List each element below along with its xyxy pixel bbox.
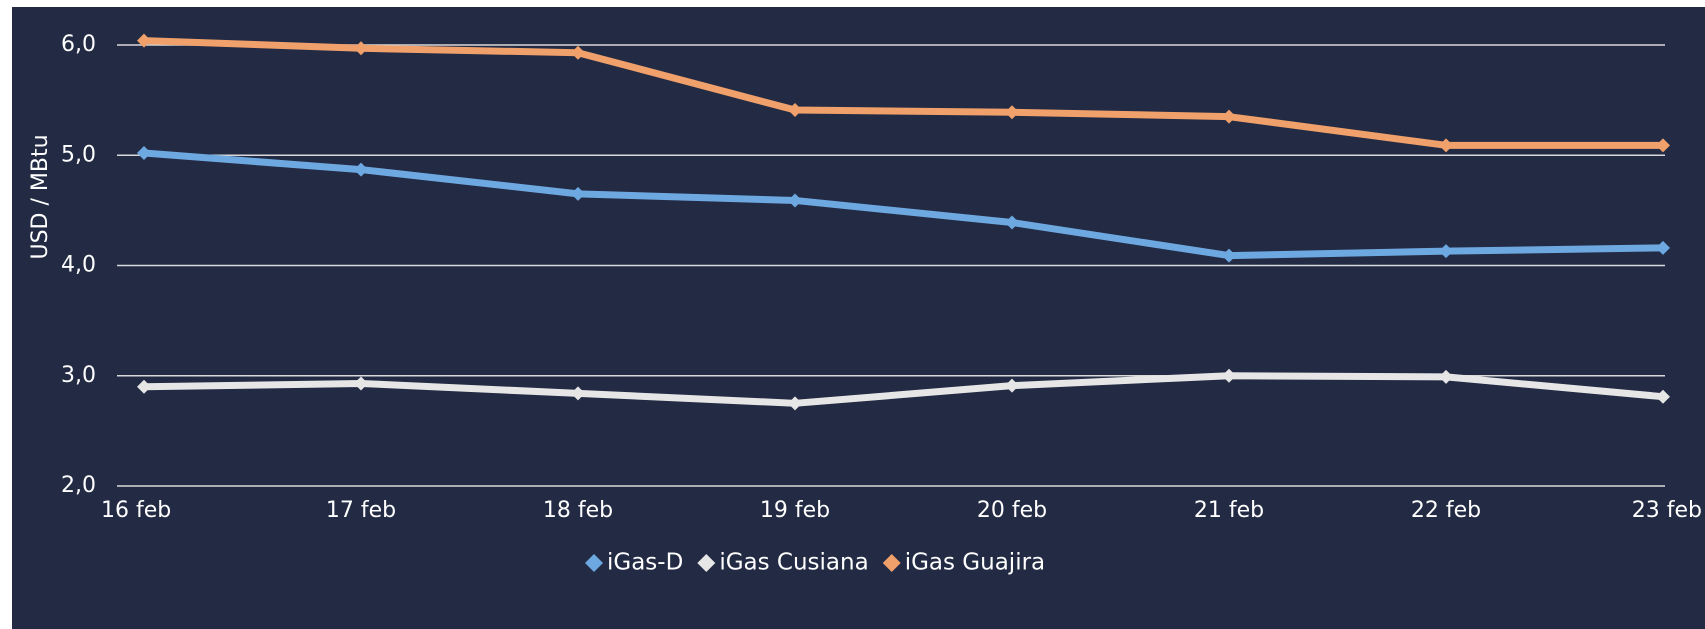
data-point [788, 103, 802, 118]
data-point [1656, 138, 1670, 153]
data-point [1005, 105, 1019, 120]
data-point [571, 186, 585, 201]
data-point [1656, 389, 1670, 404]
legend: iGas-D iGas Cusiana iGas Guajira [585, 550, 1045, 576]
data-point [354, 376, 368, 391]
legend-item: iGas Cusiana [697, 550, 869, 576]
legend-item: iGas Guajira [882, 550, 1045, 576]
chart-panel: 2,0 3,0 4,0 5,0 6,0 16 feb 17 feb 18 feb 19 feb… [12, 7, 1705, 629]
data-point [788, 193, 802, 208]
legend-label: iGas Guajira [905, 550, 1045, 576]
data-point [1005, 215, 1019, 230]
data-point [1222, 248, 1236, 263]
y-axis-ticks: 2,0 3,0 4,0 5,0 6,0 [61, 32, 96, 498]
x-tick-label: 23 feb [1632, 498, 1702, 523]
data-point [571, 45, 585, 60]
x-tick-label: 17 feb [326, 498, 396, 523]
series-line [140, 372, 1667, 407]
series-igas-cusiana [137, 368, 1670, 411]
data-point [1439, 244, 1453, 259]
data-point [137, 146, 151, 161]
data-point [137, 33, 151, 48]
data-point [1656, 240, 1670, 255]
data-point [788, 396, 802, 411]
data-point [1222, 368, 1236, 383]
legend-label: iGas Cusiana [719, 550, 868, 576]
y-axis-title: USD / MBtu [28, 134, 53, 259]
data-point [1005, 378, 1019, 393]
legend-marker [585, 554, 603, 572]
x-tick-label: 18 feb [543, 498, 613, 523]
line-chart: 2,0 3,0 4,0 5,0 6,0 16 feb 17 feb 18 feb 19 feb… [28, 32, 1702, 576]
x-tick-label: 22 feb [1411, 498, 1481, 523]
y-tick-label: 6,0 [61, 32, 96, 57]
x-tick-label: 19 feb [760, 498, 830, 523]
x-axis-ticks: 16 feb 17 feb 18 feb 19 feb 20 feb 21 feb 22 f… [101, 498, 1702, 523]
series-igas-d [137, 146, 1670, 263]
data-point [354, 41, 368, 56]
legend-marker [882, 554, 901, 572]
y-tick-label: 3,0 [61, 363, 96, 388]
legend-item: iGas-D [585, 550, 683, 576]
y-tick-label: 2,0 [61, 473, 96, 498]
x-tick-label: 16 feb [101, 498, 171, 523]
series-line [140, 37, 1667, 149]
series-line [140, 149, 1667, 260]
data-point [354, 162, 368, 177]
series-lines [137, 33, 1670, 411]
legend-label: iGas-D [607, 550, 683, 576]
x-tick-label: 21 feb [1194, 498, 1264, 523]
data-point [137, 379, 151, 394]
data-point [1439, 369, 1453, 384]
y-tick-label: 4,0 [61, 253, 96, 278]
y-tick-label: 5,0 [61, 142, 96, 167]
x-tick-label: 20 feb [977, 498, 1047, 523]
legend-marker [697, 554, 716, 572]
data-point [1222, 109, 1236, 124]
data-point [1439, 138, 1453, 153]
series-igas-guajira [137, 33, 1670, 153]
data-point [571, 386, 585, 401]
